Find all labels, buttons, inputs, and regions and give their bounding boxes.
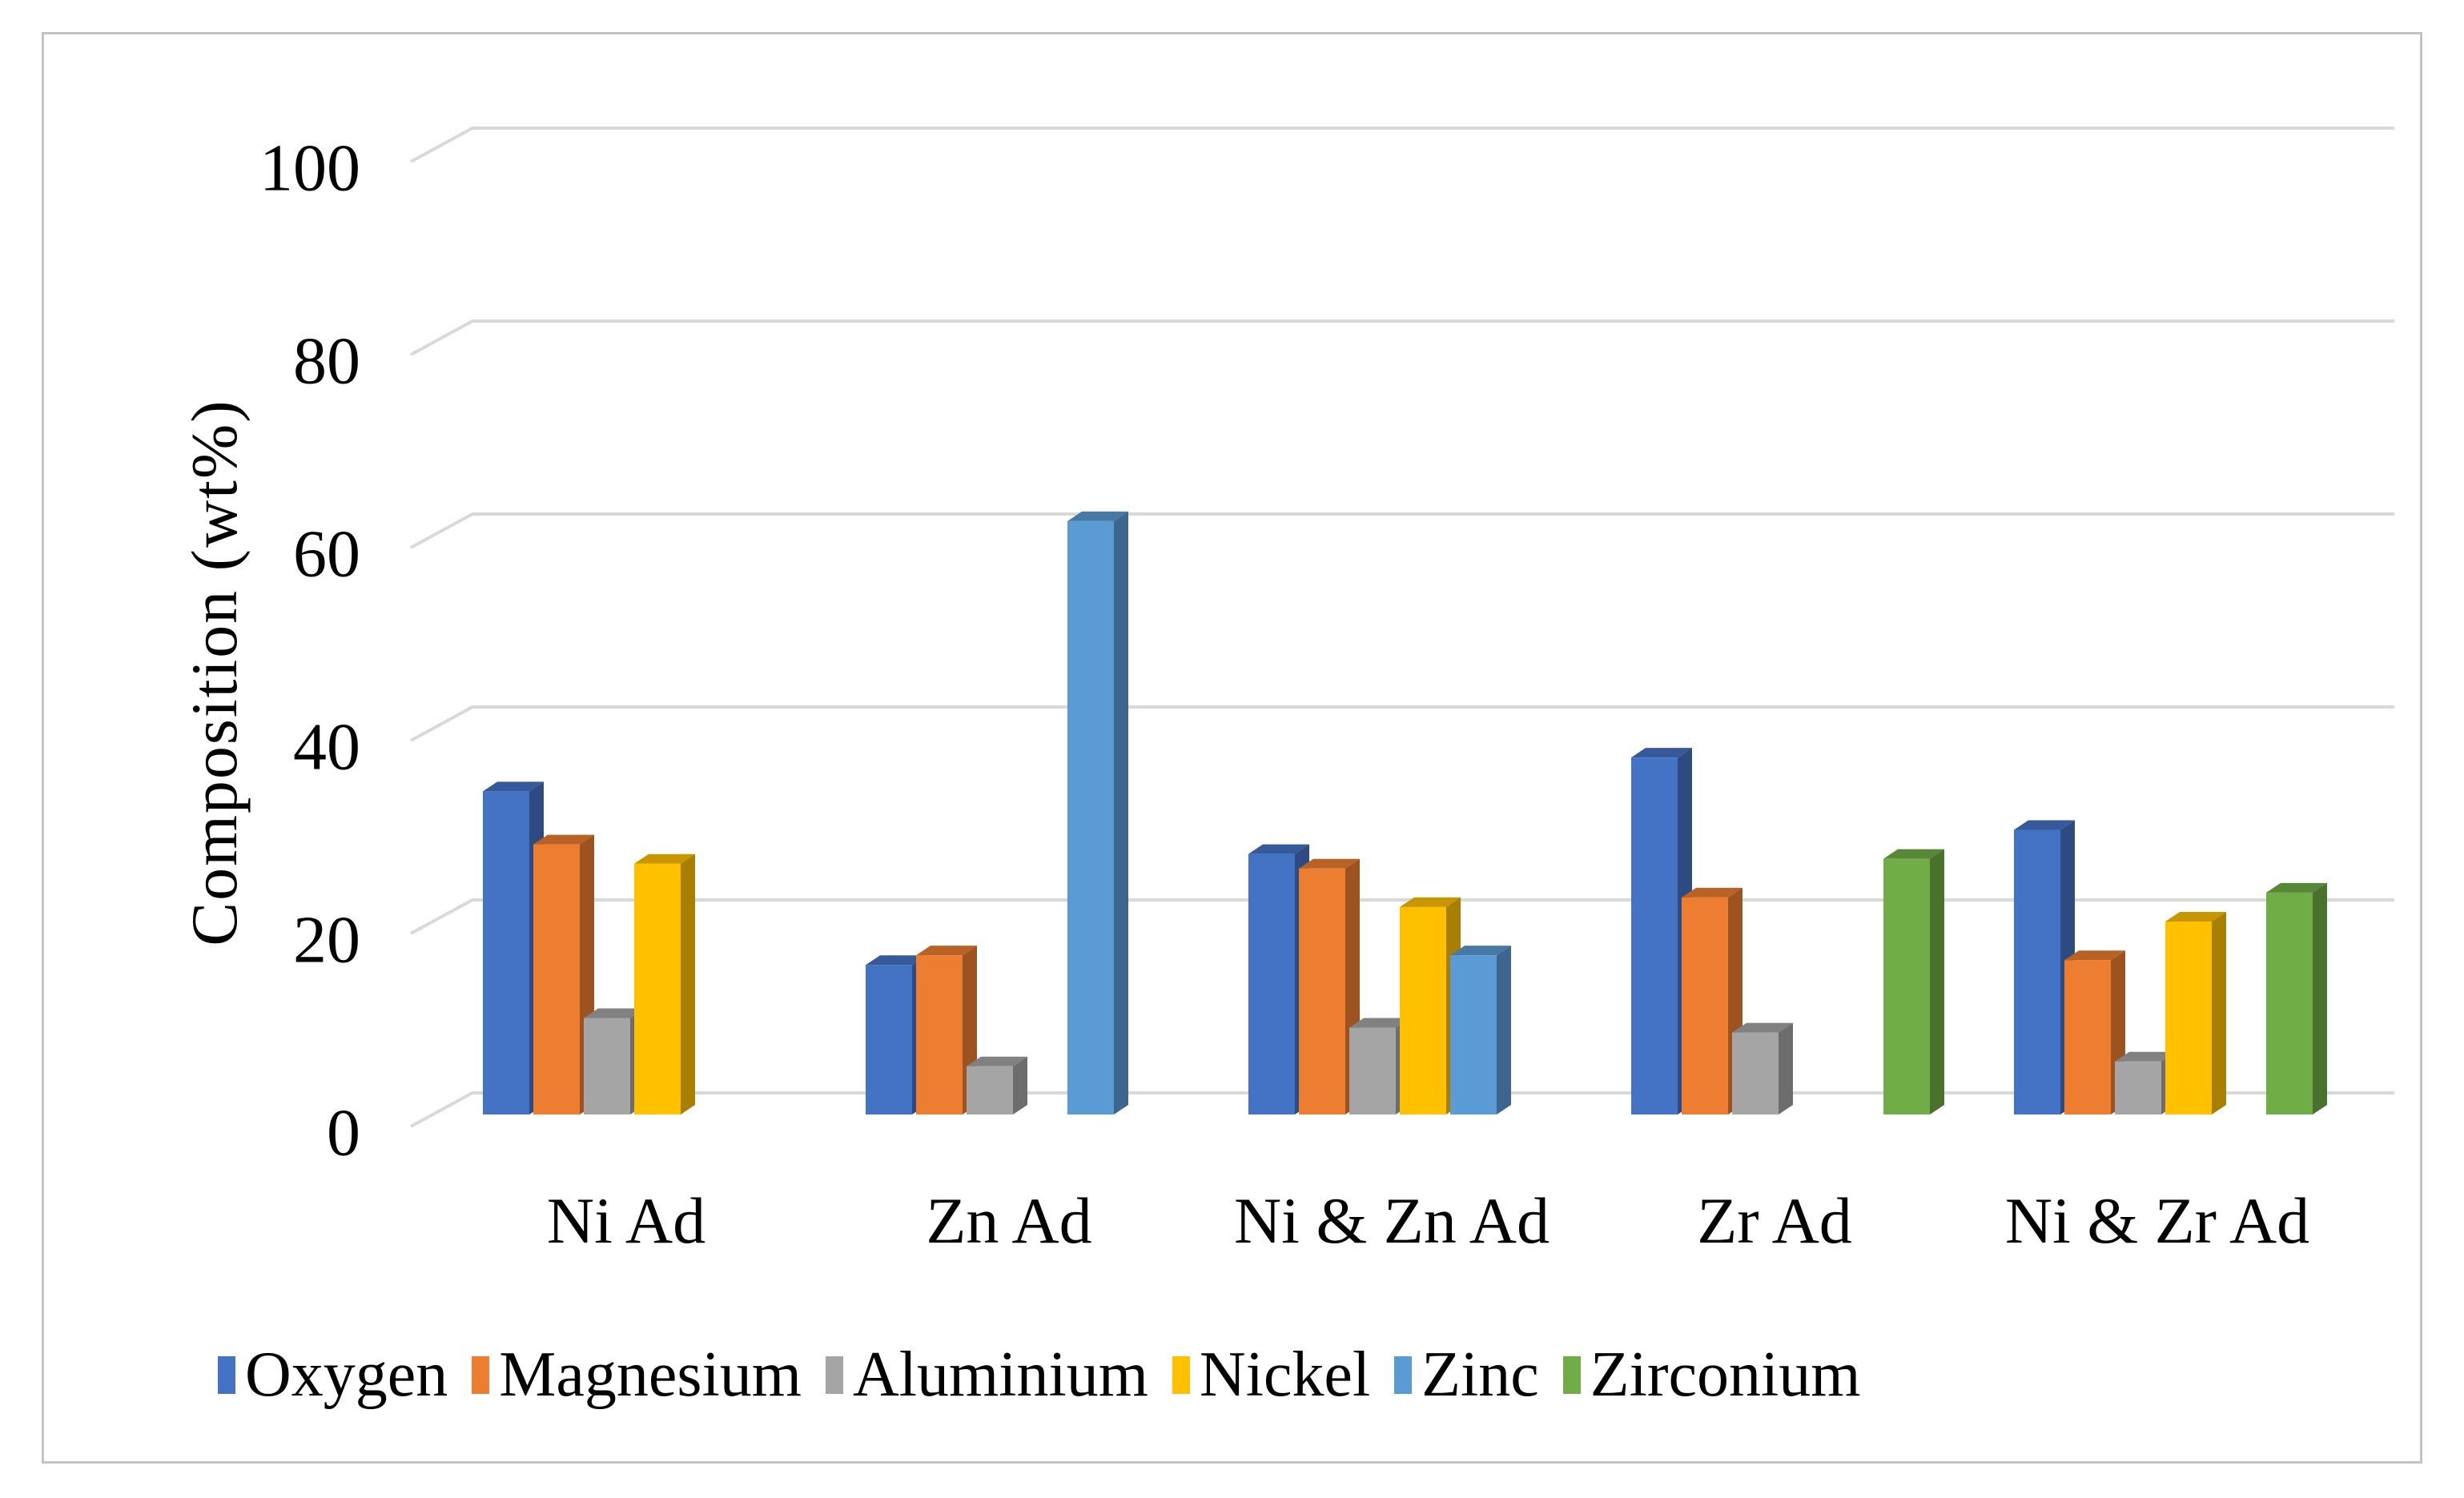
legend-item-oxygen: Oxygen — [218, 1339, 448, 1412]
x-axis-label-ni-ad: Ni Ad — [546, 1184, 706, 1257]
bar-zirconium-zr-ad — [1883, 849, 1944, 1114]
bar-nickel-ni-ad — [634, 853, 695, 1114]
gridline-80 — [410, 319, 2394, 356]
legend-swatch-zirconium — [1562, 1356, 1581, 1394]
y-tick-label-20: 20 — [293, 902, 360, 978]
legend-label-oxygen: Oxygen — [245, 1339, 448, 1410]
bar-magnesium-ni-zn-ad — [1299, 858, 1360, 1114]
y-axis-title-text: Composition (wt%) — [178, 399, 251, 946]
legend-item-zirconium: Zirconium — [1562, 1339, 1861, 1412]
gridline-20 — [410, 898, 2394, 935]
gridline-100 — [410, 127, 2394, 163]
y-tick-label-60: 60 — [293, 516, 360, 592]
x-axis-label-ni-zr-ad: Ni & Zr Ad — [2004, 1184, 2310, 1257]
legend-item-magnesium: Magnesium — [472, 1339, 802, 1412]
legend-label-zirconium: Zirconium — [1590, 1339, 1861, 1410]
bar-aluminium-ni-ad — [584, 1008, 645, 1114]
bar-oxygen-zn-ad — [866, 955, 927, 1114]
bar-nickel-ni-zr-ad — [2165, 912, 2226, 1114]
legend-label-nickel: Nickel — [1199, 1339, 1371, 1410]
bar-aluminium-zr-ad — [1732, 1022, 1793, 1114]
y-tick-label-80: 80 — [293, 323, 360, 399]
x-axis-label-ni-zn-ad: Ni & Zn Ad — [1233, 1184, 1550, 1257]
bar-zinc-ni-zn-ad — [1450, 946, 1511, 1114]
bar-zinc-zn-ad — [1067, 511, 1128, 1114]
legend-item-zinc: Zinc — [1394, 1339, 1539, 1412]
y-tick-label-0: 0 — [327, 1095, 360, 1171]
chart-frame — [42, 32, 2422, 1464]
bar-magnesium-ni-ad — [533, 834, 594, 1114]
y-tick-label-100: 100 — [259, 131, 360, 206]
gridline-40 — [410, 705, 2394, 742]
legend-item-aluminium: Aluminium — [826, 1339, 1148, 1412]
legend-swatch-nickel — [1172, 1356, 1190, 1394]
legend-item-nickel: Nickel — [1172, 1339, 1370, 1412]
bar-zirconium-ni-zr-ad — [2266, 882, 2327, 1114]
y-tick-label-40: 40 — [293, 709, 360, 785]
bar-aluminium-zn-ad — [967, 1056, 1027, 1114]
legend-swatch-aluminium — [826, 1356, 844, 1394]
legend-swatch-oxygen — [218, 1356, 235, 1394]
legend-label-aluminium: Aluminium — [853, 1339, 1148, 1410]
legend-label-zinc: Zinc — [1421, 1339, 1539, 1410]
gridline-60 — [410, 512, 2394, 549]
bar-magnesium-ni-zr-ad — [2064, 950, 2125, 1114]
legend: Oxygen Magnesium Aluminium Nickel Zinc Zircon… — [218, 1339, 1860, 1412]
legend-label-magnesium: Magnesium — [499, 1339, 802, 1410]
x-axis-label-zr-ad: Zr Ad — [1697, 1184, 1852, 1257]
legend-swatch-magnesium — [472, 1356, 490, 1394]
x-axis-label-zn-ad: Zn Ad — [926, 1184, 1092, 1257]
legend-swatch-zinc — [1394, 1356, 1413, 1394]
